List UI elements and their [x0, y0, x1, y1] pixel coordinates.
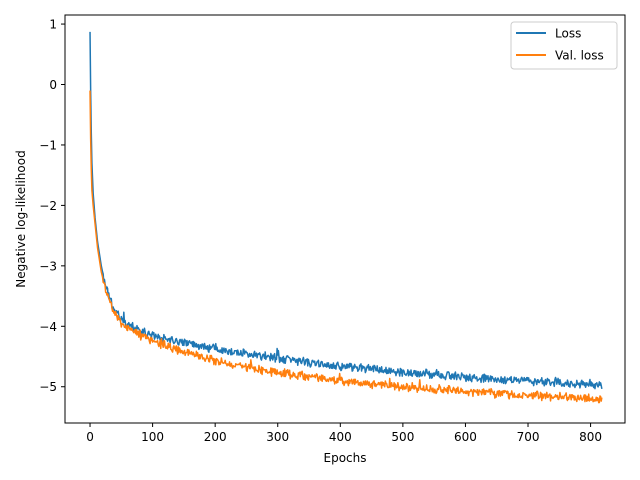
- series-layer: [89, 31, 603, 404]
- y-tick-label: −3: [39, 259, 57, 273]
- plot-frame: [64, 14, 626, 424]
- x-tick-label: 300: [266, 430, 289, 444]
- series-line-loss: [89, 31, 603, 390]
- x-axis-label: Epochs: [324, 451, 367, 465]
- y-tick-label: 0: [49, 78, 57, 92]
- x-tick-label: 200: [204, 430, 227, 444]
- y-tick-label: 1: [49, 18, 57, 32]
- x-axis-ticks: 0 100 200 300 400 500 600 700 800: [86, 423, 602, 444]
- y-tick-label: −2: [39, 199, 57, 213]
- series-line-val-loss: [89, 90, 603, 404]
- x-tick-label: 500: [391, 430, 414, 444]
- x-tick-label: 600: [454, 430, 477, 444]
- y-axis-ticks: 1 0 −1 −2 −3 −4 −5: [39, 18, 65, 394]
- legend-label-loss: Loss: [555, 27, 581, 41]
- y-tick-label: −4: [39, 320, 57, 334]
- legend-label-val-loss: Val. loss: [555, 49, 604, 63]
- x-tick-label: 400: [329, 430, 352, 444]
- y-tick-label: −1: [39, 138, 57, 152]
- x-tick-label: 800: [579, 430, 602, 444]
- x-tick-label: 700: [517, 430, 540, 444]
- y-tick-label: −5: [39, 380, 57, 394]
- x-tick-label: 0: [86, 430, 94, 444]
- legend: Loss Val. loss: [510, 21, 618, 70]
- y-axis-label: Negative log-likelihood: [14, 150, 28, 287]
- x-tick-label: 100: [141, 430, 164, 444]
